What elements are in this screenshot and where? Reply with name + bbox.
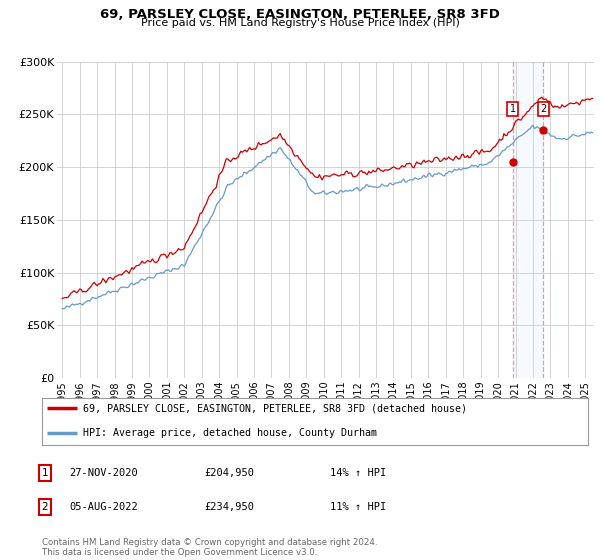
Text: 1: 1 (41, 468, 49, 478)
Text: £204,950: £204,950 (204, 468, 254, 478)
Text: 2: 2 (41, 502, 49, 512)
Text: 2: 2 (540, 104, 546, 114)
Text: 11% ↑ HPI: 11% ↑ HPI (330, 502, 386, 512)
Text: 1: 1 (509, 104, 515, 114)
Text: £234,950: £234,950 (204, 502, 254, 512)
Text: 27-NOV-2020: 27-NOV-2020 (69, 468, 138, 478)
Text: 14% ↑ HPI: 14% ↑ HPI (330, 468, 386, 478)
Text: 69, PARSLEY CLOSE, EASINGTON, PETERLEE, SR8 3FD (detached house): 69, PARSLEY CLOSE, EASINGTON, PETERLEE, … (83, 403, 467, 413)
Text: 05-AUG-2022: 05-AUG-2022 (69, 502, 138, 512)
Text: HPI: Average price, detached house, County Durham: HPI: Average price, detached house, Coun… (83, 428, 377, 438)
Bar (512, 62, 543, 378)
Text: 69, PARSLEY CLOSE, EASINGTON, PETERLEE, SR8 3FD: 69, PARSLEY CLOSE, EASINGTON, PETERLEE, … (100, 8, 500, 21)
Text: Price paid vs. HM Land Registry's House Price Index (HPI): Price paid vs. HM Land Registry's House … (140, 18, 460, 29)
Text: Contains HM Land Registry data © Crown copyright and database right 2024.
This d: Contains HM Land Registry data © Crown c… (42, 538, 377, 557)
